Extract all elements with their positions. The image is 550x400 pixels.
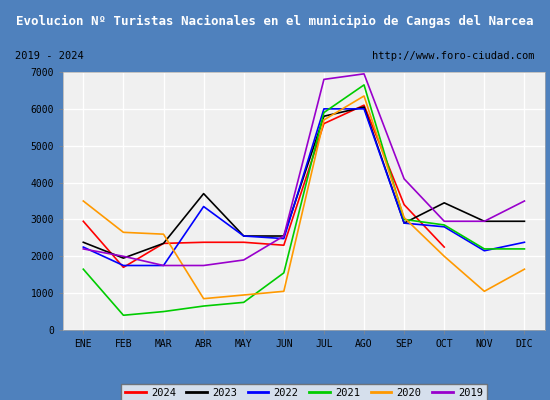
- Text: http://www.foro-ciudad.com: http://www.foro-ciudad.com: [372, 51, 535, 61]
- Text: Evolucion Nº Turistas Nacionales en el municipio de Cangas del Narcea: Evolucion Nº Turistas Nacionales en el m…: [16, 14, 534, 28]
- Text: 2019 - 2024: 2019 - 2024: [15, 51, 84, 61]
- Legend: 2024, 2023, 2022, 2021, 2020, 2019: 2024, 2023, 2022, 2021, 2020, 2019: [120, 384, 487, 400]
